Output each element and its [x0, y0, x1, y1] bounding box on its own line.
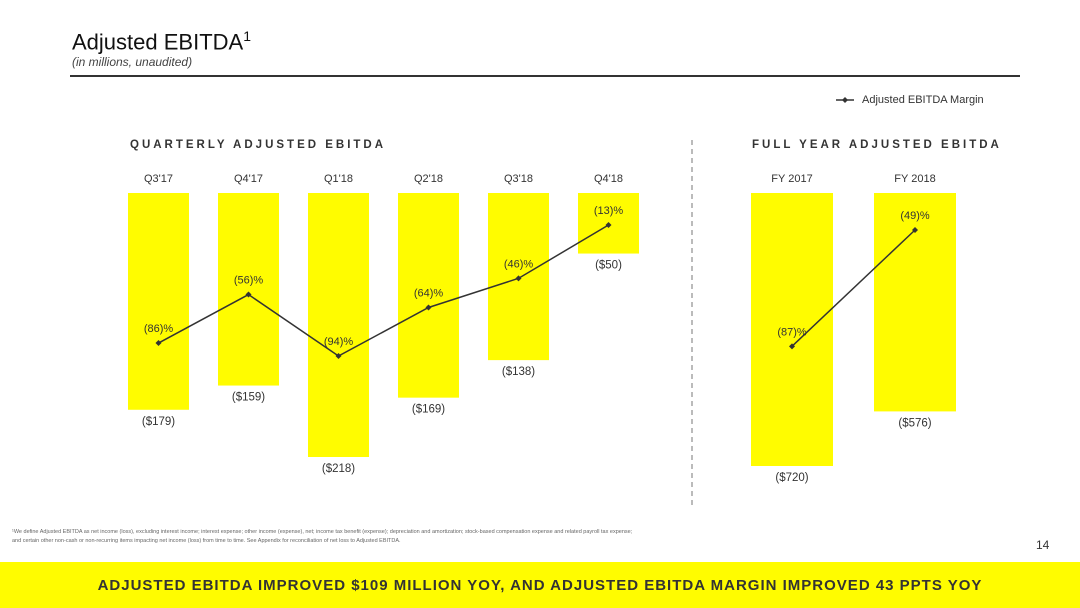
margin-label: (86)% [144, 323, 174, 335]
chart-legend: Adjusted EBITDA Margin [836, 94, 984, 106]
bar-value-label: ($169) [412, 404, 445, 416]
summary-banner: ADJUSTED EBITDA IMPROVED $109 MILLION YO… [0, 562, 1080, 608]
footnote: ¹We define Adjusted EBITDA as net income… [12, 528, 812, 546]
category-label: Q3'18 [504, 173, 533, 185]
footnote-line-2: and certain other non-cash or non-recurr… [12, 537, 401, 544]
margin-label: (94)% [324, 336, 354, 348]
footnote-line-1: ¹We define Adjusted EBITDA as net income… [12, 529, 633, 535]
page-subtitle: (in millions, unaudited) [72, 55, 193, 69]
margin-label: (56)% [234, 275, 264, 287]
bar [398, 193, 459, 398]
category-label: Q4'18 [594, 173, 623, 185]
bar [874, 193, 956, 412]
bar [308, 193, 369, 457]
margin-line [158, 224, 609, 357]
page-title-text: Adjusted EBITDA [72, 29, 244, 55]
category-label: FY 2017 [771, 173, 812, 185]
margin-point [245, 291, 252, 298]
annual-section-title: FULL YEAR ADJUSTED EBITDA [752, 139, 1002, 151]
margin-label: (49)% [900, 210, 930, 222]
bar-value-label: ($179) [142, 416, 175, 428]
margin-point [789, 343, 795, 350]
bar [218, 193, 279, 386]
margin-point [425, 304, 432, 311]
bar-value-label: ($218) [322, 463, 355, 475]
margin-label: (87)% [777, 326, 807, 338]
bar-value-label: ($138) [502, 366, 535, 378]
category-label: FY 2018 [894, 173, 935, 185]
margin-point [912, 227, 918, 233]
ebitda-charts: Q3'17 ($179) Q4'17 ($159) Q1'18 ($218) Q2'18 ($… [128, 140, 956, 508]
category-label: Q4'17 [234, 173, 263, 185]
bar-value-label: ($50) [595, 260, 622, 272]
quarterly-section-title: QUARTERLY ADJUSTED EBITDA [130, 139, 387, 151]
summary-banner-text: ADJUSTED EBITDA IMPROVED $109 MILLION YO… [97, 576, 983, 594]
category-label: Q1'18 [324, 173, 353, 185]
bar-value-label: ($576) [898, 417, 931, 429]
margin-label: (13)% [594, 205, 624, 217]
margin-point [605, 222, 612, 228]
margin-point [335, 353, 342, 359]
category-label: Q3'17 [144, 173, 173, 185]
bar [751, 193, 833, 466]
page-title: Adjusted EBITDA1 [72, 28, 251, 55]
bar-value-label: ($159) [232, 392, 265, 404]
margin-label: (64)% [414, 287, 444, 299]
margin-point [515, 275, 522, 282]
header-divider [70, 75, 1020, 77]
margin-label: (46)% [504, 258, 534, 270]
title-footnote-marker: 1 [243, 28, 251, 44]
category-label: Q2'18 [414, 173, 443, 185]
bar-value-label: ($720) [775, 472, 808, 484]
legend-line-diamond-icon [836, 97, 854, 103]
bar [128, 193, 189, 410]
page-number: 14 [1036, 538, 1050, 552]
legend-label: Adjusted EBITDA Margin [862, 94, 984, 106]
margin-point [155, 340, 162, 347]
margin-line [791, 229, 916, 347]
